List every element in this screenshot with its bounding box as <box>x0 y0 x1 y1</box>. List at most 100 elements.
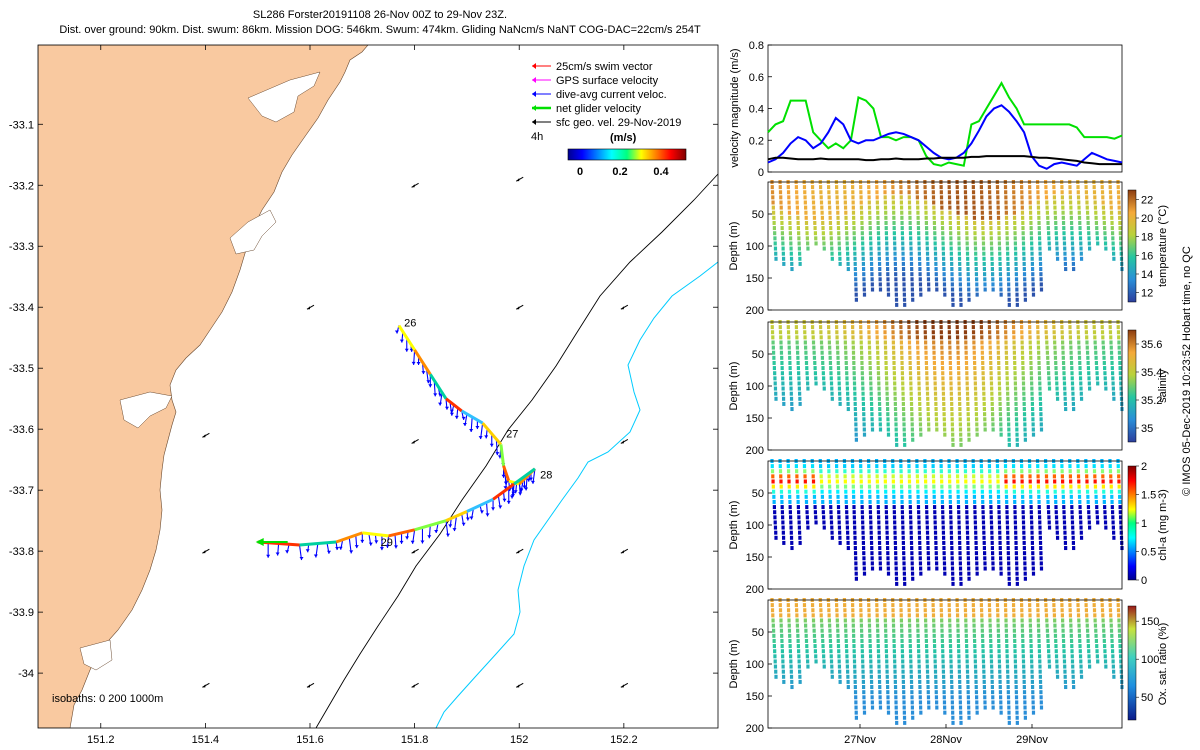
profile-sample <box>1020 613 1024 618</box>
profile-sample <box>935 282 939 287</box>
geo-vector-head <box>307 684 310 688</box>
profile-sample <box>991 561 995 566</box>
profile-sample <box>1060 474 1064 479</box>
profile-sample <box>1077 205 1081 210</box>
profile-sample <box>798 669 802 674</box>
profile-sample <box>772 215 776 220</box>
profile-sample <box>1068 469 1072 474</box>
profile-sample <box>837 654 841 659</box>
profile-sample <box>1020 489 1025 494</box>
profile-sample <box>788 231 792 236</box>
profile-sample <box>1052 474 1057 479</box>
profile-sample <box>948 484 952 489</box>
profile-sample <box>1068 190 1072 195</box>
profile-sample <box>813 360 817 365</box>
y-tick-label: 100 <box>746 520 764 532</box>
profile-sample <box>955 608 959 613</box>
profile-sample <box>1086 494 1090 499</box>
profile-sample <box>966 412 970 417</box>
profile-sample <box>1021 510 1025 515</box>
profile-sample <box>1111 659 1115 664</box>
profile-sample <box>956 644 961 649</box>
profile-sample <box>1013 231 1017 236</box>
profile-sample <box>891 623 896 628</box>
profile-sample <box>1005 644 1009 649</box>
profile-sample <box>1030 401 1034 406</box>
profile-sample <box>1094 355 1098 360</box>
profile-sample <box>965 386 969 391</box>
profile-sample <box>845 654 849 659</box>
profile-sample <box>900 510 904 515</box>
profile-sample <box>1047 236 1051 241</box>
profile-sample <box>1003 185 1008 190</box>
profile-sample <box>773 659 777 664</box>
profile-sample <box>862 690 866 695</box>
profile-sample <box>910 690 914 695</box>
current-vector-head <box>405 536 410 540</box>
profile-sample <box>843 603 847 608</box>
profile-sample <box>951 715 955 720</box>
profile-sample <box>779 195 783 200</box>
profile-sample <box>819 340 824 345</box>
profile-sample <box>997 520 1001 525</box>
profile-sample <box>915 325 919 330</box>
profile-sample <box>780 499 784 504</box>
profile-sample <box>844 226 849 231</box>
profile-sample <box>869 261 874 266</box>
profile-sample <box>820 484 824 489</box>
current-vector-head <box>338 546 343 550</box>
profile-sample <box>869 654 873 659</box>
profile-sample <box>859 628 864 633</box>
profile-sample <box>979 464 983 469</box>
profile-sample <box>972 340 976 345</box>
profile-sample <box>1028 335 1032 340</box>
profile-sample <box>988 469 992 474</box>
profile-sample <box>934 256 938 261</box>
profile-sample <box>835 618 839 623</box>
profile-sample <box>939 335 944 340</box>
profile-sample <box>974 256 978 261</box>
profile-sample <box>804 638 809 643</box>
profile-sample <box>836 494 840 499</box>
profile-sample <box>870 277 874 282</box>
profile-sample <box>1087 520 1091 525</box>
profile-sample <box>853 674 857 679</box>
profile-sample <box>935 561 939 566</box>
profile-sample <box>998 685 1002 690</box>
profile-sample <box>877 391 881 396</box>
profile-sample <box>837 649 841 654</box>
profile-sample <box>1021 494 1025 499</box>
profile-sample <box>1085 205 1089 210</box>
profile-sample <box>1003 603 1008 608</box>
profile-sample <box>982 535 986 540</box>
profile-sample <box>901 674 905 679</box>
profile-sample <box>965 510 969 515</box>
profile-sample <box>974 546 978 551</box>
profile-sample <box>827 613 831 618</box>
profile-sample <box>947 325 951 330</box>
profile-sample <box>924 200 928 205</box>
profile-sample <box>771 474 775 479</box>
profile-sample <box>982 251 986 256</box>
profile-sample <box>1118 355 1122 360</box>
profile-sample <box>909 236 913 241</box>
profile-sample <box>869 525 873 530</box>
profile-sample <box>955 603 959 608</box>
profile-sample <box>939 464 943 469</box>
profile-sample <box>1054 505 1058 510</box>
profile-sample <box>910 700 914 705</box>
profile-sample <box>982 267 987 272</box>
profile-sample <box>957 669 961 674</box>
profile-sample <box>987 325 992 330</box>
profile-sample <box>781 535 786 540</box>
profile-sample <box>966 561 971 566</box>
profile-sample <box>868 505 872 510</box>
profile-sample <box>780 638 784 643</box>
estuary <box>247 71 321 123</box>
profile-sample <box>884 236 889 241</box>
profile-sample <box>915 474 919 479</box>
profile-sample <box>853 396 857 401</box>
profile-sample <box>830 664 834 669</box>
profile-sample <box>902 272 906 277</box>
profile-sample <box>1047 386 1052 391</box>
